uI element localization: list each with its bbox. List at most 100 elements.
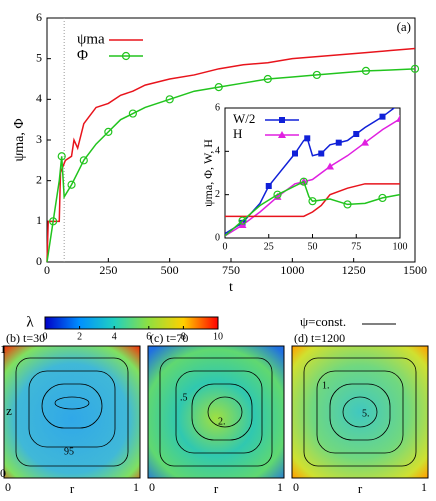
x-tick-label: 0 [293, 480, 299, 494]
panel-title: (d) t=1200 [294, 331, 345, 345]
colorbar-tick-label: 6 [146, 331, 151, 342]
x-tick-label: 500 [161, 263, 179, 277]
x-tick-label: 250 [99, 263, 117, 277]
legend-label: ψma [77, 31, 105, 47]
marker [379, 113, 386, 120]
y-tick-label: 2 [215, 189, 220, 200]
contour [15, 357, 129, 467]
marker [343, 200, 352, 209]
y-axis-label: z [6, 403, 12, 418]
contour-label: 2. [218, 416, 226, 427]
plot-area [46, 47, 420, 263]
series-line [225, 180, 400, 237]
y-axis-label: ψma, Φ, W, H [201, 139, 215, 207]
colorbar-tick-label: 4 [112, 331, 117, 342]
contour [329, 383, 391, 441]
colorbar-tick-label: 2 [77, 331, 82, 342]
marker [292, 150, 298, 157]
y-tick-label: 6 [36, 10, 42, 24]
colorbar-tick-label: 0 [43, 331, 48, 342]
x-tick-label: 1250 [342, 263, 366, 277]
marker [49, 217, 58, 226]
x-tick-label: 1 [133, 480, 139, 494]
y-axis-label: ψma, Φ [12, 118, 27, 161]
marker [410, 64, 420, 73]
contour [175, 370, 263, 454]
heatmap-field [3, 345, 141, 479]
y-tick-label: 1 [36, 213, 42, 227]
marker [299, 177, 308, 186]
series-line [46, 68, 416, 263]
x-tick-label: 25 [264, 241, 274, 252]
contour [316, 370, 404, 454]
x-tick-label: 0 [223, 241, 228, 252]
contour [342, 396, 378, 428]
contour [159, 357, 273, 467]
colorbar-tick-label: 8 [181, 331, 186, 342]
legend-label: W/2 [233, 111, 255, 126]
y-tick-label: 0 [215, 232, 220, 243]
x-axis-label: t [229, 280, 233, 295]
x-axis-label: r [358, 481, 363, 496]
y-tick-label: 2 [36, 172, 42, 186]
y-tick-label: 3 [36, 132, 42, 146]
x-axis-label: r [214, 481, 219, 496]
y-tick-label: 0 [36, 254, 42, 268]
contour [41, 383, 103, 429]
contour [191, 383, 253, 441]
contour [54, 396, 90, 410]
series-line [46, 47, 416, 263]
x-tick-label: 0 [44, 263, 50, 277]
marker [361, 138, 369, 146]
marker [279, 117, 285, 123]
marker [79, 156, 88, 165]
x-tick-label: 750 [222, 263, 240, 277]
contour-label: 5. [362, 408, 370, 419]
y-tick-label: 4 [215, 146, 220, 157]
colorbar [44, 316, 219, 330]
y-tick-label: 4 [36, 91, 42, 105]
contour-label: .5 [180, 392, 188, 403]
panel-label: (a) [397, 19, 411, 34]
heatmap-field [291, 345, 429, 479]
marker [361, 66, 371, 75]
marker [263, 74, 272, 84]
panel-title: (c) t=70 [150, 331, 188, 345]
contour [28, 370, 116, 448]
x-tick-label: 1 [421, 480, 427, 494]
x-tick-label: 50 [308, 241, 318, 252]
marker [318, 150, 325, 157]
y-tick-label: 6 [215, 102, 220, 113]
series-line [225, 118, 400, 237]
marker [304, 135, 311, 142]
contour [207, 396, 243, 428]
series-line [225, 183, 400, 218]
marker [278, 131, 286, 138]
legend-label: H [233, 126, 242, 141]
contour-legend: ψ=const. [300, 314, 346, 329]
contour-label: 95 [64, 446, 74, 457]
x-tick-label: 1000 [280, 263, 304, 277]
legend-label: Φ [77, 47, 88, 63]
marker [273, 190, 282, 199]
y-tick-label: 0 [0, 466, 6, 480]
plot-area [225, 108, 400, 237]
marker [121, 51, 131, 61]
x-tick-label: 0 [149, 480, 155, 494]
marker [128, 109, 137, 118]
marker [57, 152, 66, 161]
x-tick-label: 1500 [403, 263, 427, 277]
marker [396, 114, 400, 122]
x-tick-label: 75 [351, 241, 361, 252]
marker [165, 95, 174, 104]
marker [214, 83, 223, 92]
marker [353, 131, 360, 137]
contour-label: 1. [322, 380, 330, 391]
colorbar-tick-label: 10 [213, 331, 223, 342]
marker [335, 139, 342, 146]
x-axis-label: r [70, 481, 75, 496]
marker [265, 183, 272, 189]
colorbar-label: λ [26, 314, 34, 330]
marker [378, 193, 387, 203]
